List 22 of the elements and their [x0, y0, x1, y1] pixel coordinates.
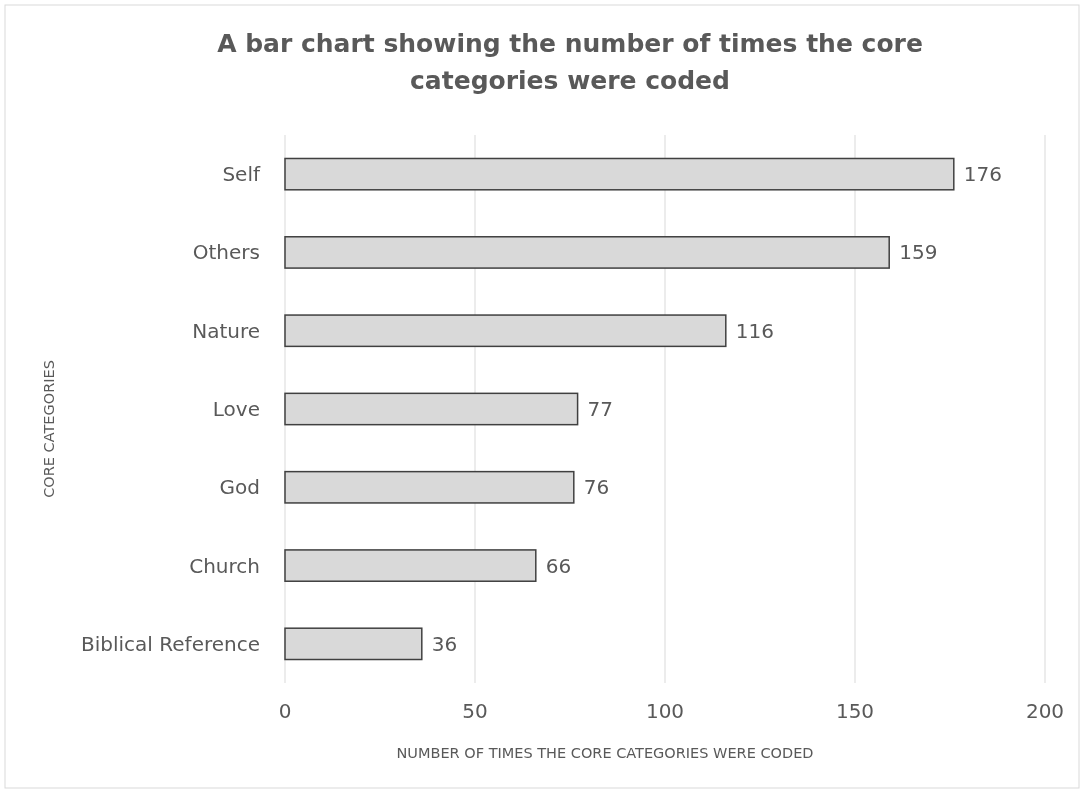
y-tick-label: Biblical Reference [81, 631, 260, 656]
chart-title: A bar chart showing the number of times the core categories were coded [217, 29, 923, 95]
x-tick-label: 100 [645, 699, 685, 723]
data-label: 36 [431, 631, 458, 656]
y-tick-label: Others [192, 240, 260, 265]
y-tick-label: Church [189, 553, 260, 578]
data-label: 159 [899, 240, 938, 265]
data-label: 116 [735, 318, 774, 343]
data-label: 77 [587, 397, 614, 421]
x-tick-label: 0 [278, 699, 292, 723]
x-tick-label: 150 [835, 699, 875, 723]
x-tick-label: 200 [1025, 699, 1065, 723]
x-tick-label: 50 [462, 699, 488, 723]
y-tick-label: Love [212, 397, 260, 421]
y-tick-label: God [219, 475, 260, 500]
y-axis-title: CORE CATEGORIES [41, 360, 57, 498]
data-label: 176 [963, 162, 1002, 187]
data-label: 76 [583, 475, 610, 500]
x-axis-title: NUMBER OF TIMES THE CORE CATEGORIES WERE CODED [396, 745, 814, 761]
y-tick-label: Nature [192, 318, 260, 343]
data-label: 66 [545, 553, 572, 578]
y-tick-label: Self [222, 162, 261, 187]
